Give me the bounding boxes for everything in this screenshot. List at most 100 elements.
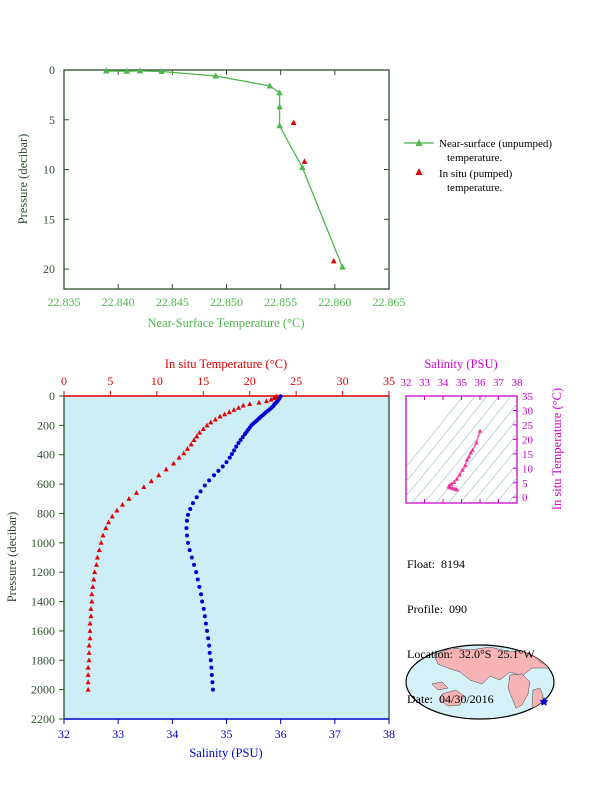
near-surface-point: [136, 67, 144, 74]
temp-tick-label: 30: [337, 374, 349, 388]
pressure-tick-label: 1800: [31, 653, 55, 667]
near-surface-point: [299, 163, 306, 171]
salinity-point: [207, 643, 212, 648]
map-indonesia-islands: [431, 681, 449, 691]
salinity-point: [236, 440, 241, 445]
ns-x-tick-label: 22.840: [102, 295, 135, 309]
near-surface-point: [123, 67, 131, 74]
salinity-point: [208, 658, 213, 663]
legend-green-triangle-marker: [415, 139, 423, 146]
ts-y-tick-label: 10: [522, 463, 534, 475]
pressure-tick-label: 1600: [31, 624, 55, 638]
pressure-tick-label: 2000: [31, 683, 55, 697]
pressure-tick-label: 600: [37, 477, 55, 491]
salinity-point: [189, 555, 194, 560]
temperature-point: [176, 454, 182, 460]
ts-density-contour: [406, 396, 476, 483]
ts-x-tick-label: 35: [456, 377, 468, 389]
sal-tick-label: 34: [166, 727, 178, 741]
ts-temperature-label: In situ Temperature (°C): [550, 388, 564, 510]
temperature-point: [163, 466, 169, 472]
salinity-point: [197, 584, 202, 589]
ts-density-contour: [411, 396, 500, 503]
salinity-point: [202, 483, 207, 488]
near-surface-point: [103, 67, 110, 74]
pressure-tick-label: 1400: [31, 595, 55, 609]
legend-in-situ-line1: In situ (pumped): [439, 168, 513, 180]
temp-tick-label: 25: [290, 374, 302, 388]
temperature-point: [271, 395, 277, 401]
salinity-point: [220, 464, 225, 469]
temperature-point: [263, 398, 269, 404]
map-float-location-marker: [539, 697, 549, 706]
temperature-point: [126, 495, 132, 501]
ts-y-tick-label: 15: [522, 449, 534, 461]
temp-tick-label: 35: [383, 374, 395, 388]
profile-plot-background: [64, 396, 389, 719]
temperature-point: [88, 613, 94, 619]
temperature-point: [217, 413, 223, 419]
ns-x-tick-label: 22.850: [210, 295, 243, 309]
salinity-point: [224, 460, 229, 465]
temperature-point: [247, 401, 253, 407]
salinity-point: [198, 489, 203, 494]
ts-y-tick-label: 25: [522, 420, 534, 432]
temperature-point: [240, 402, 246, 408]
legend-near-surface-line2: temperature.: [447, 152, 503, 164]
temperature-point: [197, 429, 203, 435]
temperature-point: [119, 501, 126, 507]
near-surface-point: [339, 263, 346, 270]
profile-pressure-label: Pressure (decibar): [5, 512, 19, 603]
temperature-point: [194, 433, 200, 439]
temperature-point: [231, 407, 237, 412]
ts-y-tick-label: 20: [522, 434, 534, 446]
ns-y-tick-label: 5: [49, 113, 55, 127]
temperature-top-ticks: 0 5 10 15 20 25 30 35: [61, 374, 395, 396]
temp-tick-label: 10: [151, 374, 163, 388]
ts-density-contour: [447, 418, 517, 503]
salinity-point: [229, 451, 234, 456]
salinity-point: [186, 512, 191, 517]
map-africa-landmass: [507, 673, 531, 709]
temperature-point: [204, 422, 210, 428]
near-surface-point: [276, 103, 283, 110]
temperature-point: [85, 664, 91, 670]
pressure-tick-label: 200: [37, 418, 55, 432]
float-info-panel: Float: 8194 Profile: 090 Location: 32.0°…: [407, 527, 535, 722]
ts-point: [470, 447, 475, 452]
temperature-point: [93, 562, 100, 567]
ts-salinity-title: Salinity (PSU): [424, 357, 497, 371]
temperature-point: [103, 525, 109, 531]
near-surface-plot-frame: [63, 69, 390, 290]
near-surface-series: [103, 67, 346, 270]
ts-x-tick-label: 32: [401, 377, 412, 389]
sal-tick-label: 33: [112, 727, 124, 741]
sal-tick-label: 36: [275, 727, 287, 741]
temperature-point: [86, 657, 92, 663]
profile-number: Profile: 090: [407, 602, 467, 616]
ts-density-contour: [406, 396, 488, 497]
salinity-point: [207, 478, 212, 483]
salinity-point: [186, 540, 191, 545]
pressure-tick-label: 400: [37, 448, 55, 462]
ts-density-contour: [471, 448, 517, 503]
ts-density-contour: [459, 433, 517, 503]
temperature-point: [85, 672, 91, 677]
temperature-point: [96, 547, 102, 553]
ts-density-contours: [406, 396, 517, 503]
salinity-point: [209, 665, 214, 670]
ns-y-tick-label: 15: [43, 212, 55, 226]
temperature-point: [98, 540, 104, 545]
in-situ-point: [290, 119, 297, 125]
pressure-tick-label: 1200: [31, 565, 55, 579]
temperature-point: [141, 484, 147, 489]
ts-point: [457, 472, 462, 477]
ts-x-tick-label: 36: [475, 377, 487, 389]
salinity-point: [202, 614, 207, 619]
ts-salinity-ticks: 32 33 34 35 36 37 38: [401, 377, 523, 503]
temperature-point: [222, 411, 228, 417]
near-surface-point: [266, 82, 274, 89]
temperature-point: [156, 472, 162, 478]
temperature-point: [87, 620, 93, 626]
